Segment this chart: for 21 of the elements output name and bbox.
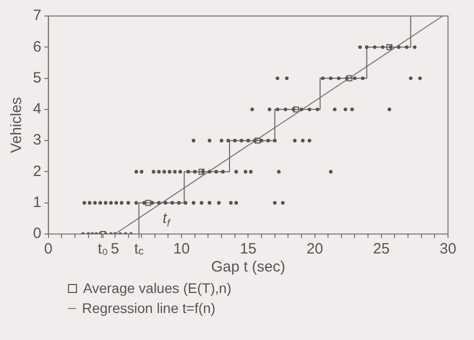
y-tick-label: 3 [33, 132, 42, 149]
legend-label: Regression line t=f(n) [82, 299, 216, 318]
x-tick-label: 30 [440, 240, 456, 258]
y-tick-label: 0 [33, 225, 42, 242]
y-tick-label: 2 [33, 162, 42, 180]
x-tick-label: 25 [373, 240, 390, 258]
x-tick-label: 5 [110, 240, 120, 258]
x-tick-label: 20 [306, 240, 324, 258]
y-axis-title: Vehicles [8, 97, 26, 153]
x-tick-label: t₀ [98, 240, 108, 258]
x-tick-label: tc [134, 240, 144, 258]
x-axis-title: Gap t (sec) [211, 258, 286, 276]
legend-label: Average values (E(T),n) [83, 279, 232, 298]
y-tick-label: 4 [33, 100, 42, 118]
x-tick-label: 0 [44, 240, 53, 258]
y-tick-label: 7 [33, 7, 42, 24]
y-tick-label: 1 [33, 194, 42, 211]
x-tick-label: 15 [240, 240, 257, 258]
x-tick-label: 10 [173, 240, 190, 258]
y-tick-label: 5 [33, 69, 42, 86]
y-tick-label: 6 [33, 38, 42, 56]
